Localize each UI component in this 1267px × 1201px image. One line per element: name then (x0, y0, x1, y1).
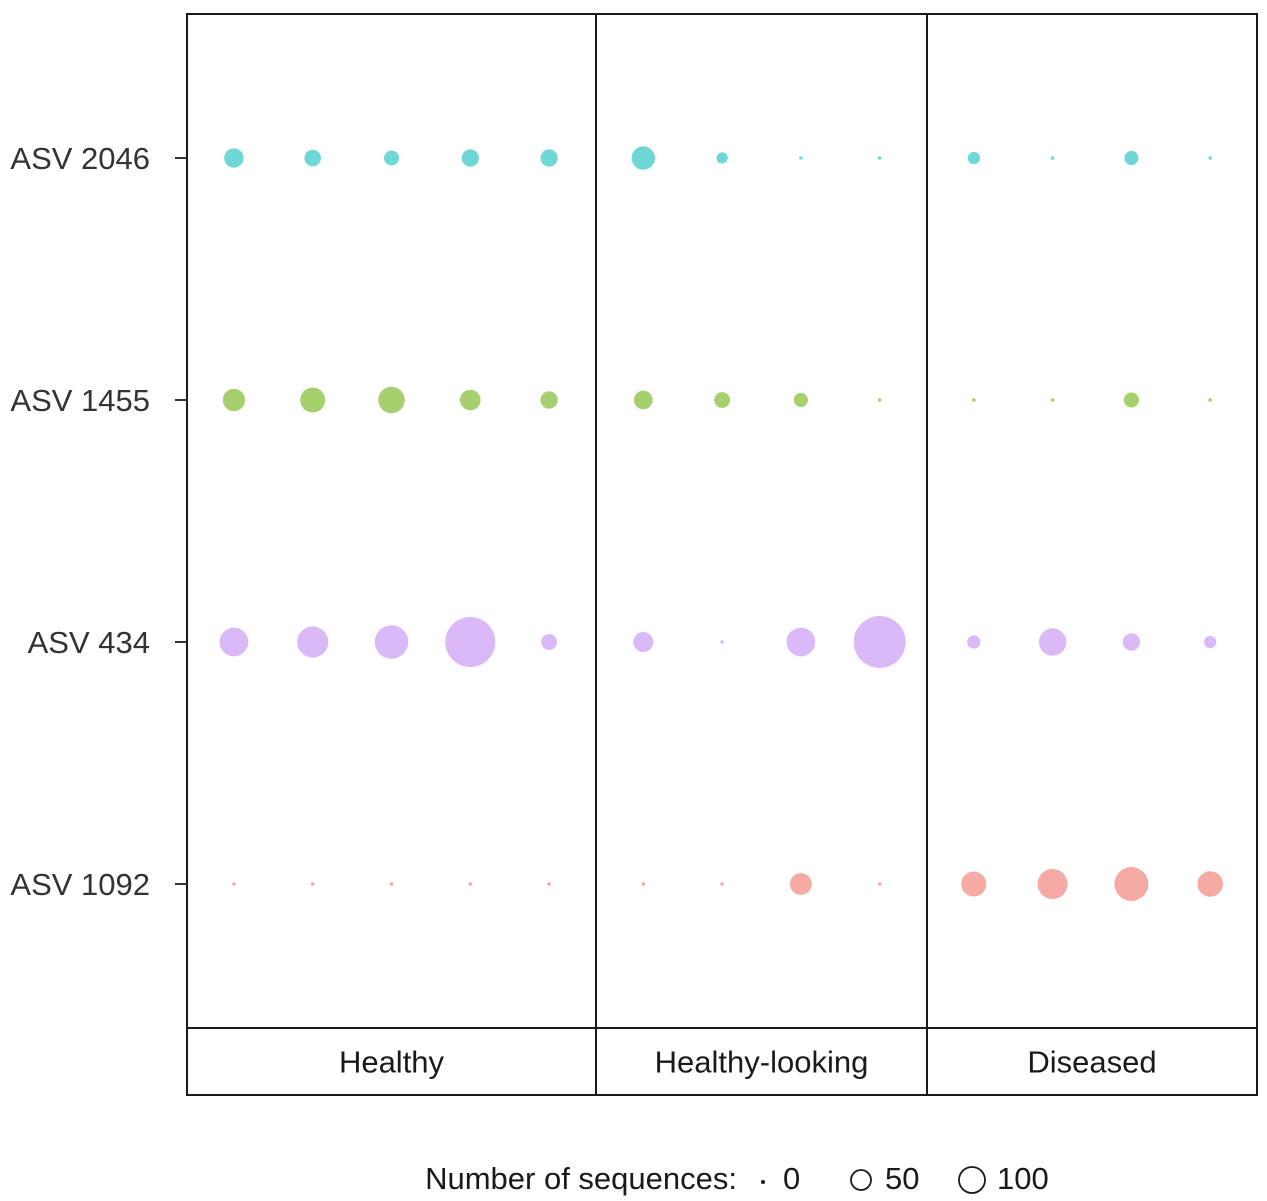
point-healthy-looking-asv-434-sample-2 (720, 640, 724, 644)
point-healthy-asv-1455-sample-5 (540, 391, 558, 409)
point-healthy-asv-1455-sample-4 (459, 389, 481, 411)
point-healthy-looking-asv-1092-sample-1 (641, 882, 646, 886)
point-healthy-looking-asv-1092-sample-2 (720, 882, 724, 886)
point-diseased-asv-434-sample-1 (967, 635, 981, 649)
point-healthy-asv-2046-sample-1 (224, 148, 244, 168)
point-diseased-asv-1092-sample-3 (1114, 867, 1149, 901)
point-healthy-looking-asv-1455-sample-2 (714, 392, 731, 408)
point-healthy-asv-1092-sample-2 (310, 882, 315, 886)
point-healthy-asv-2046-sample-5 (540, 149, 558, 167)
y-tick-label-asv-1092: ASV 1092 (10, 867, 150, 902)
point-healthy-asv-434-sample-1 (219, 627, 249, 657)
facet-label-healthy-looking: Healthy-looking (655, 1045, 869, 1080)
facet-strip-diseased (926, 1027, 1258, 1096)
panel-healthy-looking (595, 13, 928, 1029)
legend-key-50 (850, 1169, 872, 1191)
point-healthy-asv-434-sample-5 (541, 634, 558, 650)
point-healthy-looking-asv-2046-sample-1 (631, 146, 656, 170)
panel-healthy (186, 13, 597, 1029)
point-healthy-asv-1455-sample-1 (222, 388, 246, 412)
point-healthy-looking-asv-1455-sample-4 (877, 398, 882, 402)
facet-strip-healthy-looking (595, 1027, 928, 1096)
point-healthy-looking-asv-2046-sample-3 (799, 156, 803, 160)
point-healthy-looking-asv-1092-sample-3 (790, 873, 812, 895)
point-healthy-looking-asv-1455-sample-3 (793, 392, 808, 408)
point-healthy-asv-434-sample-2 (297, 626, 329, 658)
point-healthy-looking-asv-2046-sample-2 (716, 152, 728, 164)
point-diseased-asv-1455-sample-4 (1208, 398, 1212, 402)
y-tick-label-asv-434: ASV 434 (28, 625, 150, 660)
point-diseased-asv-2046-sample-2 (1050, 156, 1055, 160)
point-healthy-asv-2046-sample-4 (461, 149, 479, 167)
point-healthy-asv-1455-sample-2 (300, 387, 326, 413)
point-healthy-looking-asv-434-sample-1 (633, 632, 654, 652)
legend-label-100: 100 (997, 1161, 1049, 1196)
y-tick-label-asv-2046: ASV 2046 (10, 141, 150, 176)
point-healthy-looking-asv-2046-sample-4 (877, 156, 882, 160)
point-healthy-looking-asv-1455-sample-1 (633, 390, 653, 410)
point-healthy-asv-2046-sample-3 (384, 150, 399, 166)
point-healthy-looking-asv-434-sample-3 (786, 627, 816, 657)
point-diseased-asv-1455-sample-3 (1123, 392, 1139, 408)
point-healthy-asv-434-sample-3 (374, 625, 409, 659)
legend-title: Number of sequences: (425, 1161, 737, 1196)
point-healthy-asv-1092-sample-3 (389, 882, 394, 886)
point-healthy-looking-asv-1092-sample-4 (877, 882, 882, 886)
legend-label-0: 0 (783, 1161, 800, 1196)
legend-label-50: 50 (885, 1161, 919, 1196)
y-tick-label-asv-1455: ASV 1455 (10, 383, 150, 418)
point-healthy-looking-asv-434-sample-4 (853, 616, 906, 668)
point-diseased-asv-2046-sample-3 (1124, 150, 1139, 166)
point-diseased-asv-434-sample-2 (1038, 628, 1067, 656)
point-diseased-asv-1092-sample-4 (1197, 871, 1223, 897)
point-healthy-asv-2046-sample-2 (304, 149, 321, 167)
point-healthy-asv-1092-sample-1 (232, 882, 236, 886)
point-healthy-asv-1455-sample-3 (378, 386, 405, 414)
point-healthy-asv-1092-sample-5 (547, 882, 551, 886)
point-diseased-asv-1092-sample-2 (1037, 869, 1068, 899)
point-diseased-asv-1455-sample-1 (972, 398, 976, 402)
facet-label-diseased: Diseased (1027, 1045, 1156, 1080)
facet-strip-healthy (186, 1027, 597, 1096)
panel-diseased (926, 13, 1258, 1029)
point-diseased-asv-434-sample-4 (1204, 635, 1217, 649)
point-diseased-asv-1455-sample-2 (1050, 398, 1055, 402)
point-diseased-asv-1092-sample-1 (961, 871, 987, 897)
legend-key-100 (958, 1166, 986, 1194)
point-diseased-asv-2046-sample-4 (1208, 156, 1212, 160)
legend-key-0 (761, 1180, 765, 1184)
point-healthy-asv-1092-sample-4 (468, 882, 473, 886)
point-diseased-asv-2046-sample-1 (967, 151, 980, 165)
point-healthy-asv-434-sample-4 (445, 617, 496, 667)
point-diseased-asv-434-sample-3 (1122, 633, 1141, 651)
facet-label-healthy: Healthy (339, 1045, 445, 1080)
